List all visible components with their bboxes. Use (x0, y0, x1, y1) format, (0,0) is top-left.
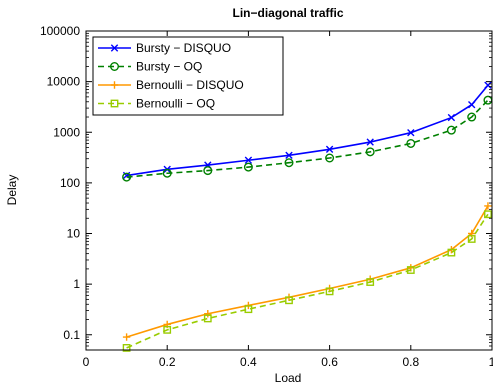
data-point (484, 81, 492, 89)
data-point (204, 310, 212, 318)
legend-label: Bursty − OQ (136, 60, 202, 74)
legend-marker (110, 99, 119, 108)
legend-label: Bursty − DISQUO (136, 41, 231, 55)
x-tick-label: 0.2 (159, 355, 176, 369)
x-tick-label: 0.4 (240, 355, 257, 369)
data-point (484, 202, 492, 210)
data-point (366, 138, 374, 146)
legend: Bursty − DISQUO Bursty − OQ Bernoulli − DI… (92, 36, 284, 116)
data-point (366, 278, 375, 286)
data-point (203, 314, 212, 323)
data-point (447, 113, 456, 122)
legend-label: Bernoulli − OQ (136, 97, 215, 111)
data-point (325, 153, 335, 163)
data-point (468, 101, 476, 109)
series-4 (122, 210, 492, 352)
data-point (484, 210, 492, 219)
series-line (126, 99, 489, 178)
data-point (162, 168, 172, 178)
data-point (406, 138, 416, 148)
data-point (325, 145, 334, 154)
legend-label: Bernoulli − DISQUO (136, 78, 244, 92)
legend-marker (110, 44, 119, 52)
data-point (285, 151, 293, 160)
legend-marker (110, 81, 119, 89)
y-tick-label: 1000 (53, 125, 80, 139)
data-point (122, 344, 131, 352)
x-tick-label: 1 (489, 355, 493, 369)
legend-marker (109, 62, 119, 72)
series-1 (122, 81, 492, 180)
data-point (447, 248, 456, 257)
y-tick-label: 10000 (47, 75, 81, 89)
data-point (203, 166, 213, 176)
x-tick-label: 0 (83, 355, 90, 369)
data-point (325, 287, 334, 296)
y-tick-label: 10 (67, 227, 81, 241)
legend-item: Bursty − OQ (98, 60, 202, 74)
series-layer (122, 81, 493, 352)
x-axis-label: Load (275, 371, 302, 385)
x-tick-label: 0.6 (321, 355, 338, 369)
data-point (122, 172, 132, 182)
data-point (407, 129, 415, 137)
series-2 (122, 95, 493, 182)
data-point (406, 266, 415, 274)
data-point (163, 325, 172, 334)
y-tick-label: 1 (73, 277, 80, 291)
data-point (284, 158, 294, 168)
data-point (446, 125, 456, 135)
data-point (467, 112, 477, 122)
x-tick-label: 0.8 (402, 355, 419, 369)
series-line (126, 213, 489, 349)
data-point (365, 147, 375, 157)
y-tick-label: 100000 (40, 24, 80, 38)
data-point (467, 235, 476, 243)
data-point (244, 156, 253, 164)
legend-item: Bernoulli − DISQUO (98, 78, 244, 92)
axes: 0 0.2 0.4 0.6 0.8 1 0.1 1 10 100 1000 10000 100000 (40, 24, 493, 369)
y-tick-label: 100 (60, 176, 80, 190)
data-point (244, 305, 253, 314)
y-axis-label: Delay (5, 175, 19, 206)
data-point (285, 296, 293, 305)
legend-item: Bursty − DISQUO (98, 41, 231, 55)
y-tick-label: 0.1 (63, 328, 80, 342)
data-point (122, 333, 131, 341)
data-point (243, 162, 253, 172)
legend-box (92, 36, 284, 116)
chart-title: Lin−diagonal traffic (232, 6, 343, 20)
legend-item: Bernoulli − OQ (98, 97, 215, 111)
